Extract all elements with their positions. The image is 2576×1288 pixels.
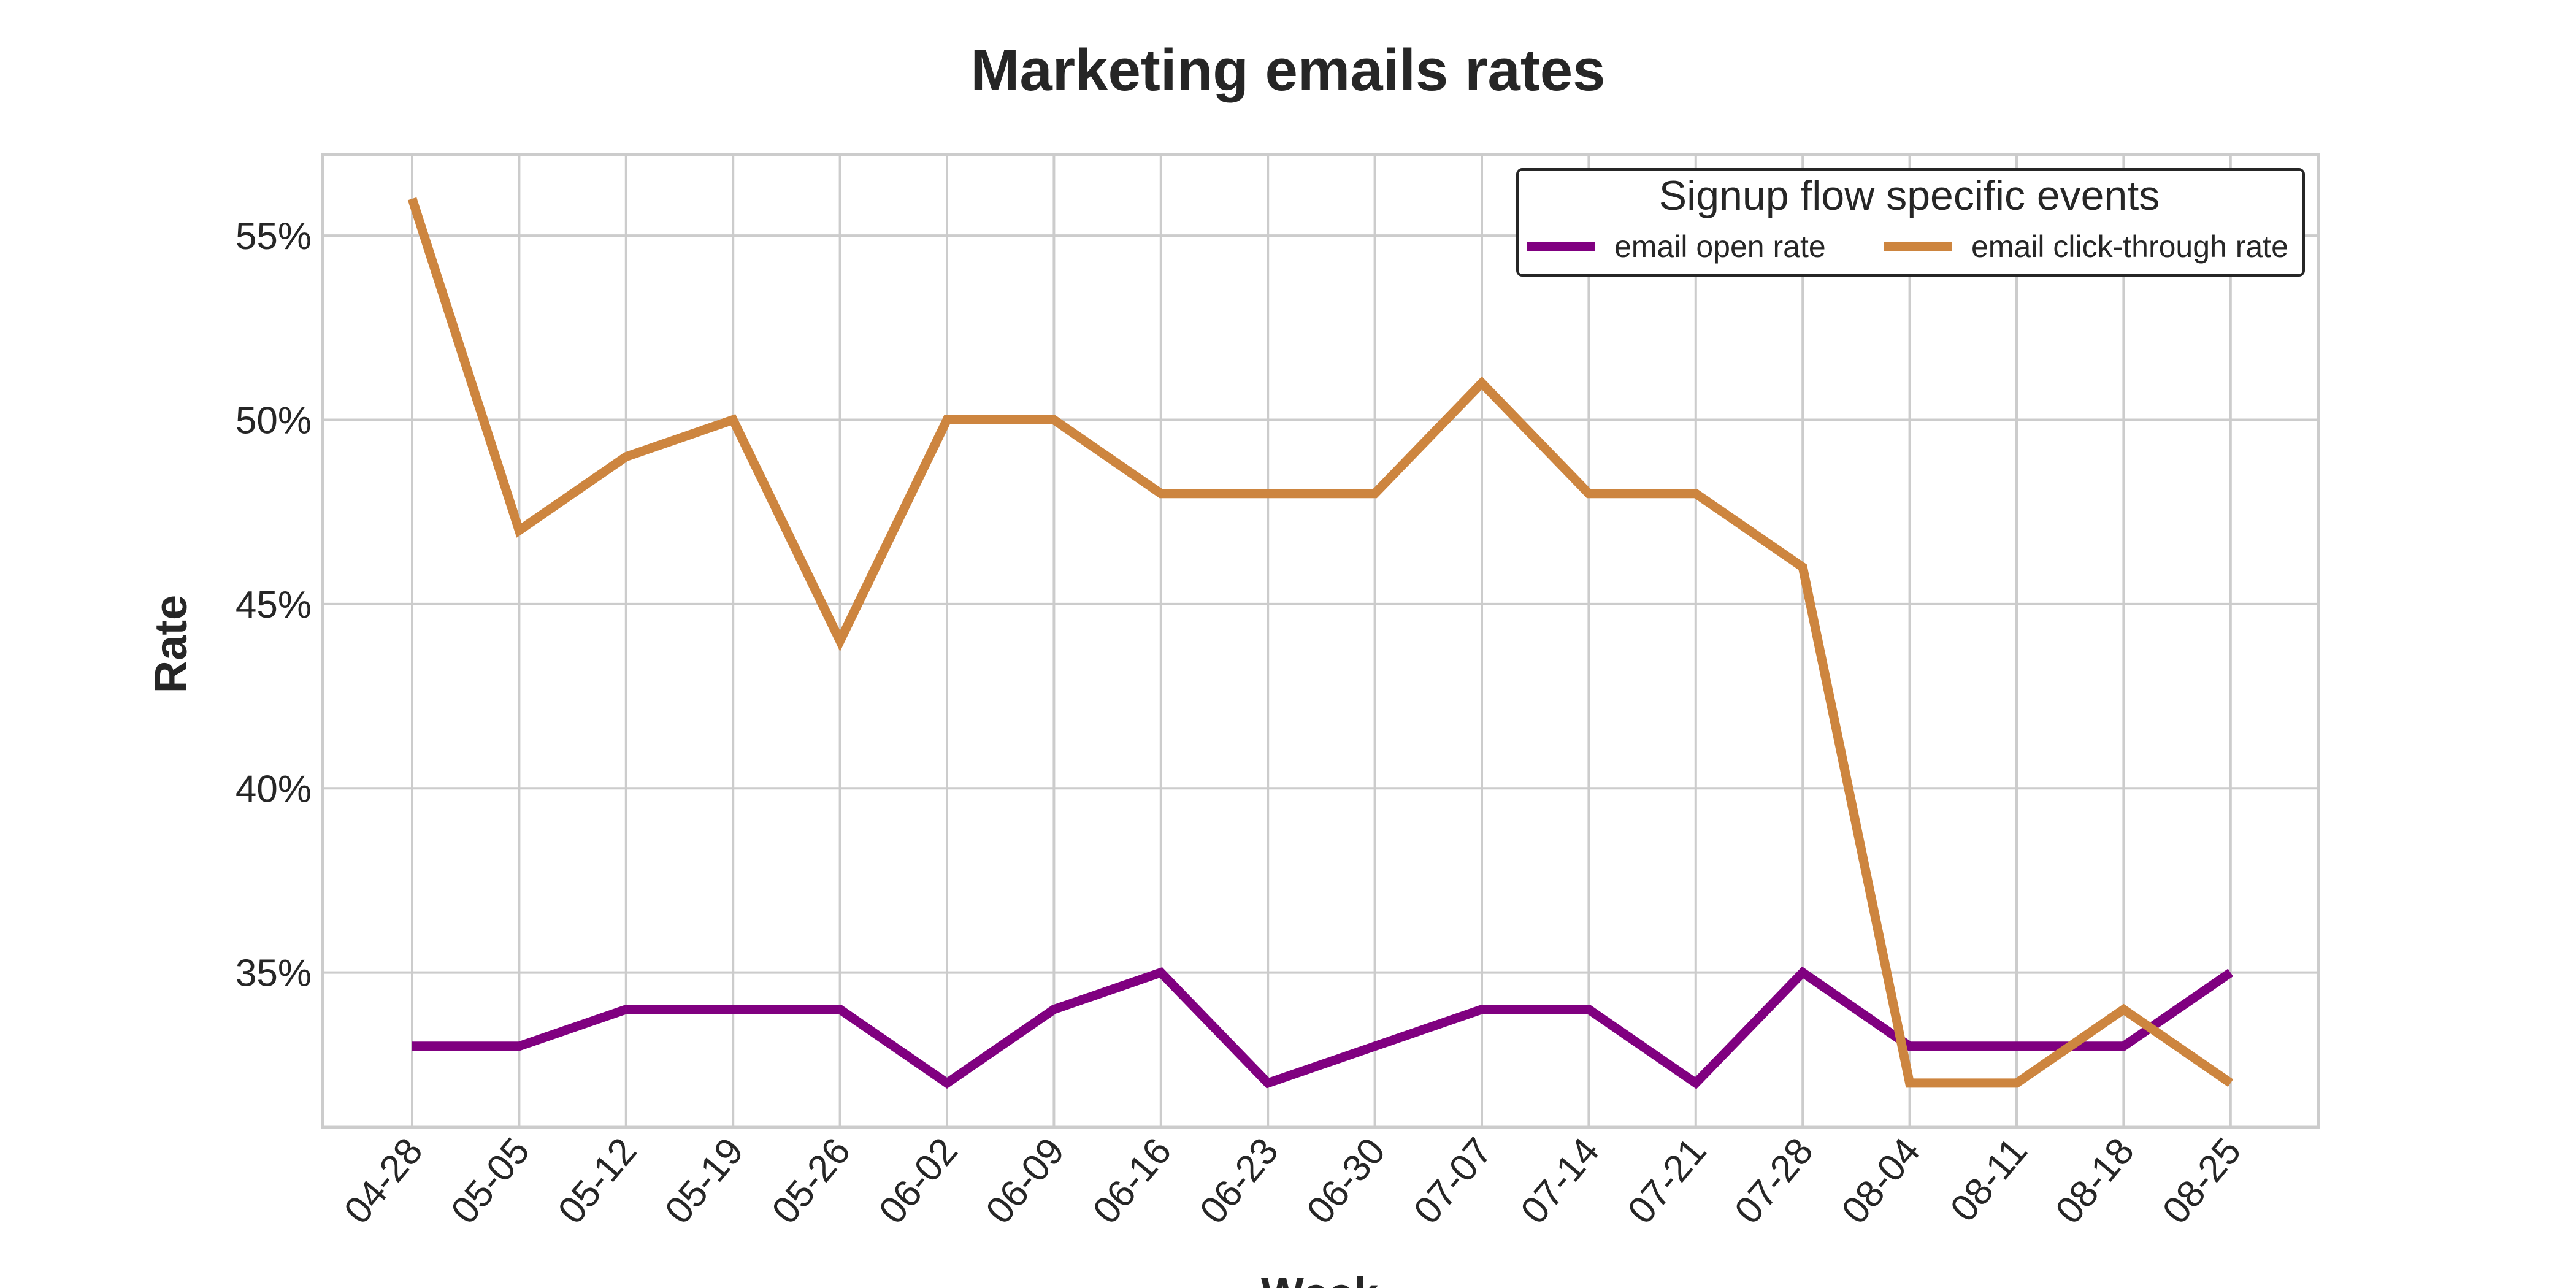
legend: Signup flow specific events email open r… bbox=[1516, 168, 2305, 277]
x-tick-label: 05-19 bbox=[657, 1130, 752, 1232]
y-tick-label: 35% bbox=[236, 953, 312, 995]
series-group bbox=[407, 197, 2234, 1089]
y-axis-ticks: 35% 40% 45% 50% 55% bbox=[236, 215, 312, 995]
y-tick-label: 55% bbox=[236, 215, 312, 258]
x-tick-label: 04-28 bbox=[336, 1130, 431, 1232]
grid bbox=[323, 155, 2318, 1127]
chart-title: Marketing emails rates bbox=[970, 37, 1605, 103]
x-axis-ticks: 04-28 05-05 05-12 05-19 05-26 06-02 06-09 06-16… bbox=[336, 1130, 2250, 1232]
y-tick-label: 40% bbox=[236, 768, 312, 810]
y-axis-title: Rate bbox=[145, 595, 196, 693]
x-tick-label: 08-18 bbox=[2047, 1130, 2142, 1232]
x-tick-label: 05-05 bbox=[443, 1130, 538, 1232]
x-tick-label: 08-25 bbox=[2155, 1130, 2250, 1232]
legend-title: Signup flow specific events bbox=[1659, 172, 2160, 219]
series-line-1 bbox=[412, 966, 2234, 1089]
series-line-2 bbox=[407, 197, 2234, 1088]
x-tick-label: 08-04 bbox=[1834, 1130, 1929, 1232]
y-tick-label: 45% bbox=[236, 584, 312, 626]
y-tick-label: 50% bbox=[236, 400, 312, 442]
x-tick-label: 06-16 bbox=[1085, 1130, 1180, 1232]
legend-label-2: email click-through rate bbox=[1971, 229, 2288, 264]
legend-box bbox=[1516, 168, 2305, 277]
x-tick-label: 06-30 bbox=[1299, 1130, 1394, 1232]
x-tick-label: 07-07 bbox=[1406, 1130, 1501, 1232]
legend-label-1: email open rate bbox=[1614, 229, 1826, 264]
x-tick-label: 06-23 bbox=[1192, 1130, 1287, 1232]
x-tick-label: 05-12 bbox=[550, 1130, 645, 1232]
x-tick-label: 06-02 bbox=[871, 1130, 966, 1232]
x-tick-label: 07-28 bbox=[1727, 1130, 1822, 1232]
x-tick-label: 07-21 bbox=[1620, 1130, 1715, 1232]
x-tick-label: 07-14 bbox=[1512, 1130, 1608, 1232]
x-tick-label: 06-09 bbox=[978, 1130, 1073, 1232]
x-axis-title: Week bbox=[1261, 1268, 1379, 1288]
x-tick-label: 05-26 bbox=[764, 1130, 859, 1232]
x-tick-label: 08-11 bbox=[1942, 1130, 2036, 1230]
plot-frame bbox=[321, 153, 2320, 1129]
